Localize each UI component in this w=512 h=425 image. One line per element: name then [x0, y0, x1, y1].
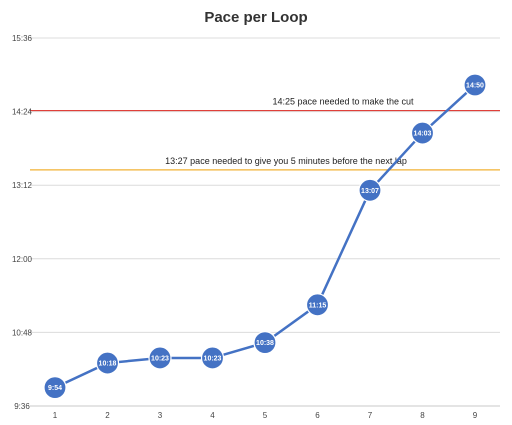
x-axis-ticks: 1 2 3 4 5 6 7 8 9 — [53, 411, 478, 420]
y-tick-label: 14:24 — [12, 108, 33, 117]
data-label: 10:23 — [151, 355, 169, 362]
x-tick-label: 1 — [53, 411, 58, 420]
y-tick-label: 13:12 — [12, 181, 33, 190]
data-point — [463, 73, 487, 97]
x-tick-label: 9 — [473, 411, 478, 420]
data-label: 10:38 — [256, 340, 274, 347]
x-tick-label: 8 — [420, 411, 425, 420]
reference-line-label: 14:25 pace needed to make the cut — [272, 97, 414, 107]
data-point — [43, 376, 67, 400]
reference-line-label: 13:27 pace needed to give you 5 minutes … — [165, 156, 407, 166]
data-label: 13:07 — [361, 188, 379, 195]
gridlines — [30, 37, 500, 407]
data-label: 11:15 — [309, 302, 327, 309]
data-label: 9:54 — [48, 385, 62, 392]
data-point — [200, 346, 225, 370]
data-point — [358, 178, 382, 202]
data-point — [410, 121, 435, 145]
data-label: 14:50 — [466, 83, 484, 90]
reference-lines: 14:25 pace needed to make the cut 13:27 p… — [30, 97, 500, 171]
x-tick-label: 7 — [368, 411, 373, 420]
x-tick-label: 6 — [315, 411, 320, 420]
chart-title: Pace per Loop — [204, 9, 307, 26]
x-tick-label: 2 — [105, 411, 110, 420]
data-point — [253, 331, 277, 355]
y-tick-label: 12:00 — [12, 255, 33, 264]
data-label: 10:18 — [99, 361, 117, 368]
y-axis-ticks: 9:36 10:48 12:00 13:12 14:24 15:36 — [12, 34, 33, 411]
data-point — [148, 346, 172, 370]
x-tick-label: 4 — [210, 411, 215, 420]
y-tick-label: 9:36 — [14, 402, 30, 411]
data-label: 10:23 — [204, 355, 222, 362]
x-tick-label: 3 — [158, 411, 163, 420]
y-tick-label: 10:48 — [12, 328, 33, 337]
x-tick-label: 5 — [263, 411, 268, 420]
data-label: 14:03 — [414, 131, 432, 138]
y-tick-label: 15:36 — [12, 34, 33, 43]
data-point — [95, 351, 120, 375]
data-point — [305, 293, 330, 317]
pace-series: 9:54 10:18 10:23 10:23 10:38 11:15 13:07 14:03 1… — [43, 73, 487, 400]
